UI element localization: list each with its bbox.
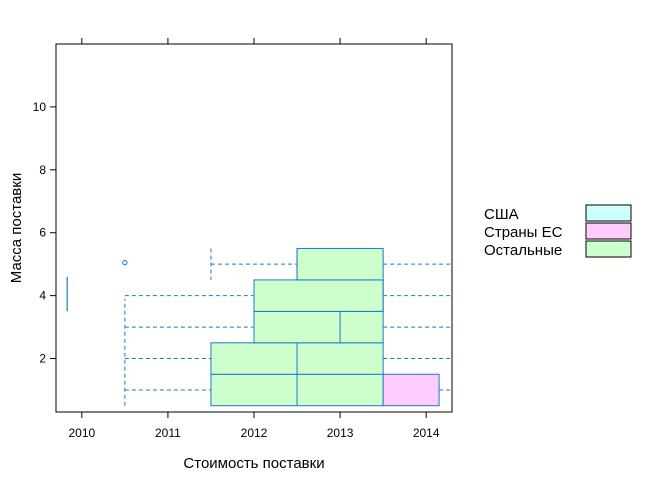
x-tick-label-2012: 2012 bbox=[241, 426, 268, 440]
y-tick-label-8: 8 bbox=[39, 163, 46, 177]
legend-swatch-3 bbox=[585, 240, 632, 258]
x-axis: 2010 2011 2012 2013 2014 bbox=[68, 38, 440, 440]
legend-label-3: Остальные bbox=[484, 242, 562, 259]
legend-label-2: Страны ЕС bbox=[484, 224, 563, 241]
y-tick-label-4: 4 bbox=[39, 289, 46, 303]
x-tick-label-2013: 2013 bbox=[327, 426, 354, 440]
y-tick-label-10: 10 bbox=[33, 100, 47, 114]
x-tick-label-2014: 2014 bbox=[413, 426, 440, 440]
box-3 bbox=[253, 310, 384, 344]
legend-label-1: США bbox=[484, 206, 519, 223]
outlier-point-1 bbox=[122, 259, 128, 266]
y-tick-label-6: 6 bbox=[39, 226, 46, 240]
x-axis-label: Стоимость поставки bbox=[183, 455, 324, 472]
legend-swatch-1 bbox=[585, 204, 632, 222]
legend-swatch-2 bbox=[585, 222, 632, 240]
y-tick-label-2: 2 bbox=[39, 352, 46, 366]
box-4 bbox=[253, 279, 384, 312]
y-axis-label: Масса поставки bbox=[8, 173, 25, 283]
extra-box-1 bbox=[382, 373, 440, 407]
x-tick-label-2010: 2010 bbox=[68, 426, 95, 440]
chart-marks bbox=[66, 247, 452, 407]
box-5 bbox=[296, 247, 384, 281]
y-axis: 2 4 6 8 10 bbox=[33, 100, 56, 366]
x-tick-label-2011: 2011 bbox=[155, 426, 181, 440]
